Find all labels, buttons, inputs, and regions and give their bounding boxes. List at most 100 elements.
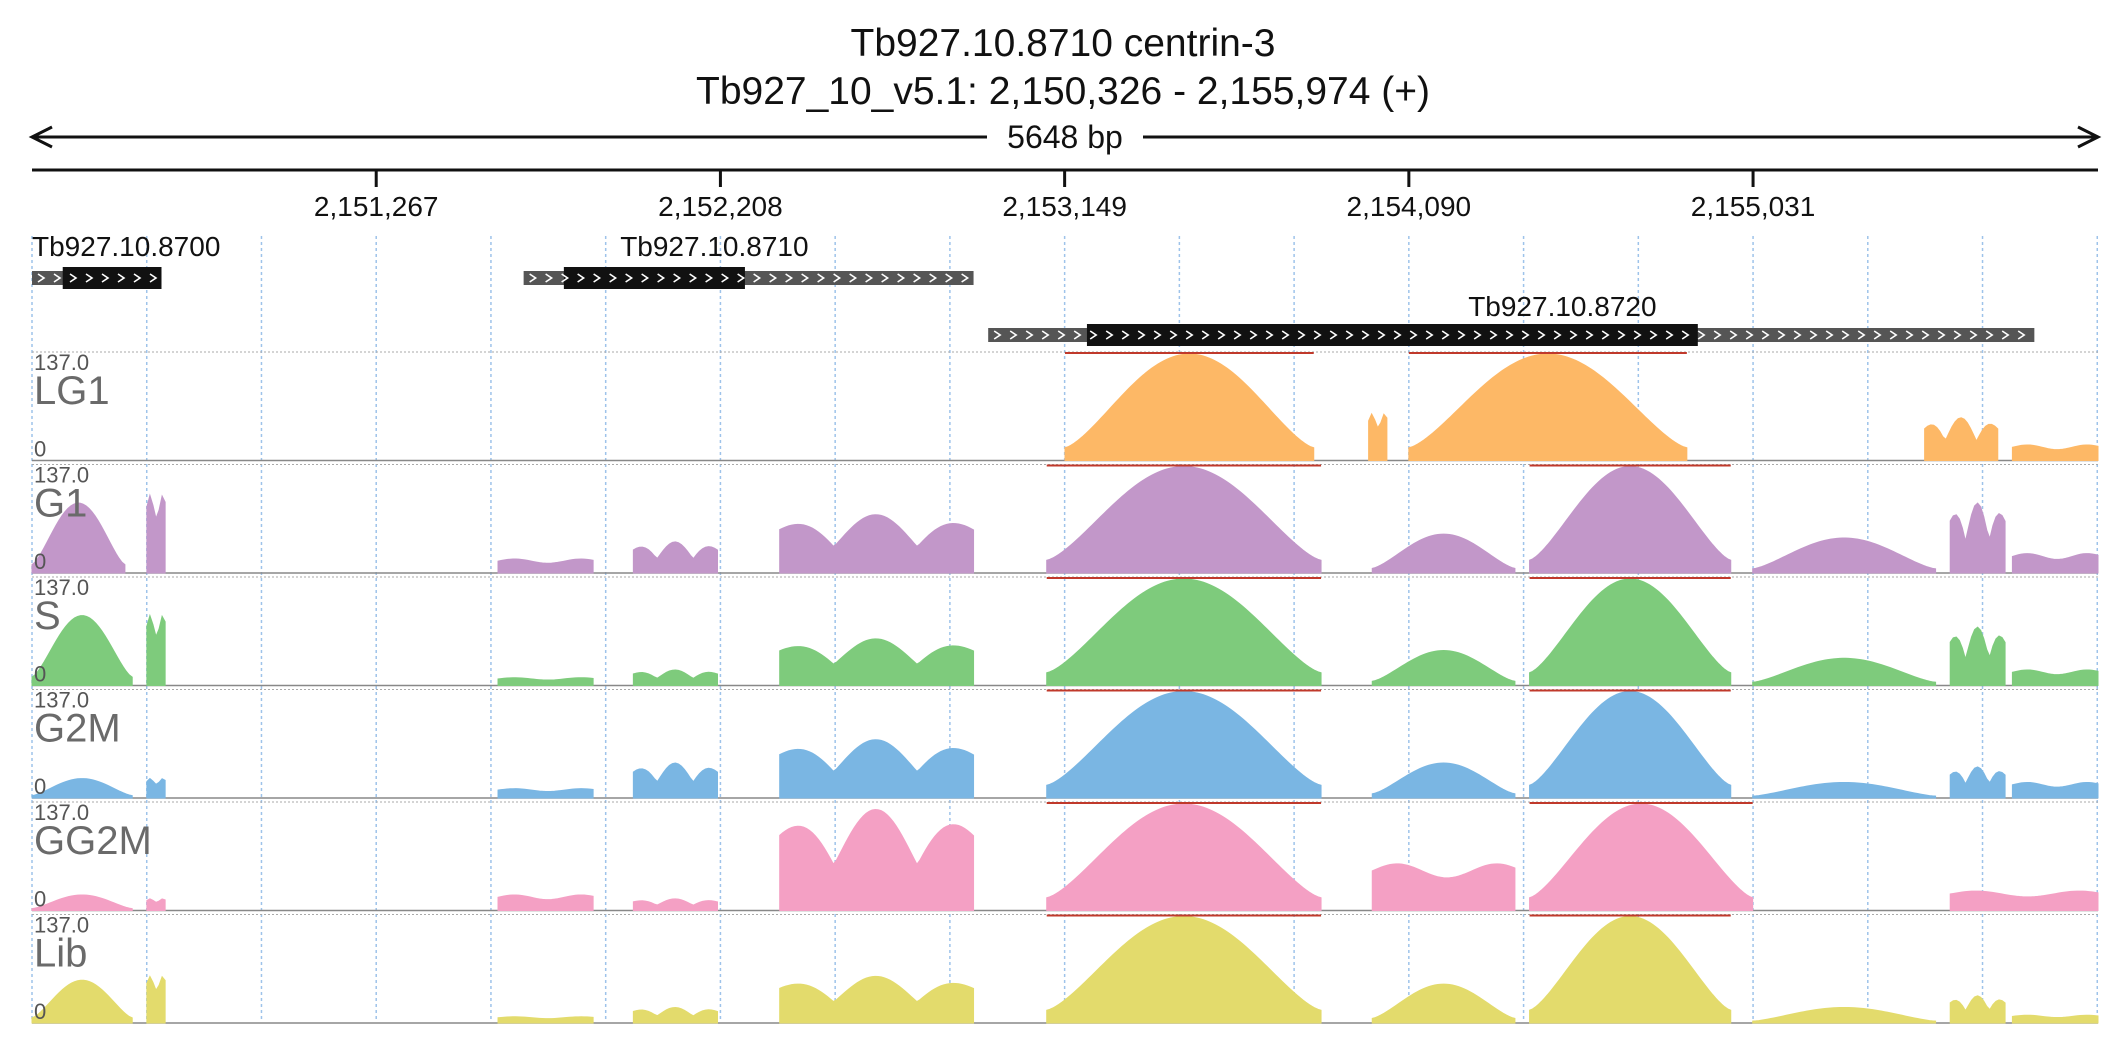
strand-chevron-icon [881,273,890,283]
gene-cds [62,267,162,289]
strand-chevron-icon [1009,330,1018,340]
track-g1: 137.0G1 0 [31,463,2099,574]
strand-chevron-icon [769,273,778,283]
coverage-peak [1046,691,1322,799]
gene-name-label: Tb927.10.8700 [32,231,220,262]
coverage-tracks: 137.0LG10137.0G10137.0S0137.0G2M0137.0GG… [31,350,2099,1024]
strand-chevron-icon [1057,330,1066,340]
strand-chevron-icon [1089,330,1098,340]
strand-chevron-icon [1873,330,1882,340]
track-name-label: GG2M [34,819,152,863]
coverage-peak [497,677,594,686]
strand-chevron-icon [849,273,858,283]
strand-chevron-icon [1809,330,1818,340]
coverage-peak [2011,444,2099,461]
coverage-peak [632,762,718,799]
coverage-peak [1949,995,2006,1024]
strand-chevron-icon [1025,330,1034,340]
coverage-peak [1529,803,1754,911]
strand-chevron-icon [1969,330,1978,340]
coverage-peak [31,615,133,686]
strand-chevron-icon [625,273,634,283]
coverage-peak [1529,466,1732,574]
coverage-peak [1529,578,1732,686]
gene-cds [563,267,745,289]
strand-chevron-icon [1857,330,1866,340]
strand-chevron-icon [913,273,922,283]
strand-chevron-icon [1297,330,1306,340]
strand-chevron-icon [1713,330,1722,340]
coverage-peak [2011,553,2099,574]
coverage-peak [497,894,594,911]
strand-chevron-icon [673,273,682,283]
track-min-label: 0 [34,437,46,462]
coverage-peak [1752,537,1937,574]
gene-cds [1086,324,1698,346]
strand-chevron-icon [1281,330,1290,340]
strand-chevron-icon [101,273,110,283]
coverage-peak [1949,890,2099,911]
coverage-peak [1046,916,1322,1024]
coverage-peak [1371,650,1516,686]
strand-chevron-icon [1489,330,1498,340]
strand-chevron-icon [657,273,666,283]
strand-chevron-icon [1457,330,1466,340]
coverage-peak [1371,863,1516,911]
strand-chevron-icon [1233,330,1242,340]
strand-chevron-icon [1729,330,1738,340]
coverage-peak [632,669,718,686]
strand-chevron-icon [865,273,874,283]
coverage-peak [1371,533,1516,574]
strand-chevron-icon [1537,330,1546,340]
coverage-peak [2011,781,2099,799]
coverage-peak [632,898,718,911]
ruler-tick-label: 2,152,208 [658,191,783,222]
strand-chevron-icon [85,273,94,283]
strand-chevron-icon [1601,330,1610,340]
strand-chevron-icon [705,273,714,283]
strand-chevron-icon [1137,330,1146,340]
coverage-peak [1529,691,1732,799]
gene-title: Tb927.10.8710 centrin-3 [850,22,1276,65]
strand-chevron-icon [1841,330,1850,340]
track-max-label: 137.0 [34,575,89,600]
arrow-right-icon [2077,125,2102,149]
strand-chevron-icon [1313,330,1322,340]
coverage-peak [1529,916,1732,1024]
strand-chevron-icon [593,273,602,283]
coverage-peak [146,613,166,686]
coverage-peak [146,777,166,799]
strand-chevron-icon [1393,330,1402,340]
strand-chevron-icon [69,273,78,283]
coverage-peak [1371,762,1516,799]
coverage-peak [31,502,126,574]
strand-chevron-icon [53,273,62,283]
strand-chevron-icon [1185,330,1194,340]
coverage-peak [1046,466,1322,574]
strand-chevron-icon [117,273,126,283]
strand-chevron-icon [785,273,794,283]
strand-chevron-icon [641,273,650,283]
coverage-peak [779,808,975,911]
coverage-peak [1752,781,1937,799]
coverage-peak [146,493,166,574]
strand-chevron-icon [1169,330,1178,340]
coverage-peak [1949,766,2006,799]
strand-chevron-icon [1617,330,1626,340]
ruler-tick-label: 2,155,031 [1691,191,1816,222]
coverage-peak [497,558,594,574]
coverage-peak [779,514,975,574]
span-arrow: 5648 bp [28,119,2102,155]
strand-chevron-icon [945,273,954,283]
strand-chevron-icon [1441,330,1450,340]
coverage-peak [31,979,133,1024]
coverage-peak [31,778,133,799]
strand-chevron-icon [1201,330,1210,340]
strand-chevron-icon [133,273,142,283]
ruler-tick-label: 2,151,267 [314,191,439,222]
strand-chevron-icon [961,273,970,283]
coverage-peak [779,638,975,686]
